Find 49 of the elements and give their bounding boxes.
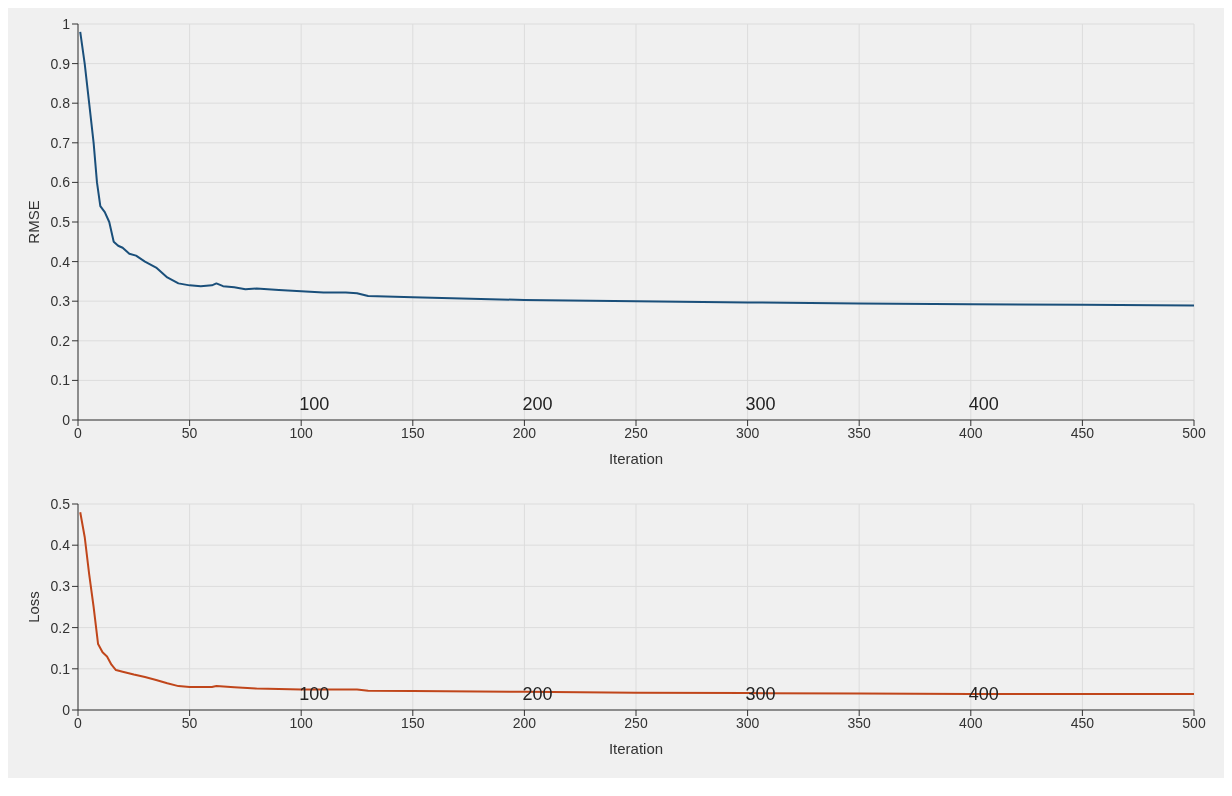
x-tick-label: 50 (181, 714, 198, 731)
y-tick-label: 0.1 (50, 372, 71, 389)
x-tick-label: 400 (959, 424, 983, 441)
y-tick-label: 0.7 (50, 134, 71, 151)
y-tick-label: 0.8 (50, 95, 71, 112)
y-tick-label: 0.5 (50, 495, 71, 512)
annotation: 100 (299, 394, 330, 415)
x-tick-label: 400 (959, 714, 983, 731)
x-tick-label: 450 (1070, 714, 1095, 731)
x-tick-label: 0 (74, 424, 83, 441)
y-axis-title: RMSE (25, 200, 43, 244)
x-tick-label: 350 (847, 424, 872, 441)
x-tick-label: 350 (847, 714, 872, 731)
x-tick-label: 500 (1182, 424, 1206, 441)
annotation: 300 (745, 394, 776, 415)
x-tick-label: 200 (512, 424, 537, 441)
x-tick-label: 100 (289, 714, 314, 731)
x-tick-label: 450 (1070, 424, 1095, 441)
line-series (79, 30, 1194, 307)
annotation: 400 (968, 394, 999, 415)
y-tick-label: 0 (62, 701, 71, 718)
x-tick-label: 250 (624, 714, 648, 731)
y-tick-label: 0.1 (50, 660, 71, 677)
y-tick-label: 0.3 (50, 578, 71, 595)
y-tick-label: 0.6 (50, 174, 71, 191)
y-tick-label: 0.4 (50, 253, 71, 270)
y-tick-label: 0.9 (50, 55, 71, 72)
y-tick-label: 0 (62, 411, 71, 428)
x-tick-label: 250 (624, 424, 648, 441)
annotation: 200 (522, 394, 553, 415)
x-tick-label: 150 (401, 424, 425, 441)
x-tick-label: 0 (74, 714, 83, 731)
x-tick-label: 200 (512, 714, 537, 731)
x-tick-label: 150 (401, 714, 425, 731)
y-tick-label: 1 (62, 15, 71, 32)
x-axis-title: Iteration (608, 740, 664, 757)
annotation: 100 (299, 684, 330, 705)
y-tick-label: 0.5 (50, 213, 71, 230)
x-tick-label: 100 (289, 424, 314, 441)
x-axis-title: Iteration (608, 450, 664, 467)
x-tick-label: 500 (1182, 714, 1206, 731)
y-tick-label: 0.4 (50, 537, 71, 554)
x-tick-label: 300 (735, 424, 760, 441)
y-tick-label: 0.2 (50, 332, 71, 349)
y-axis-title: Loss (25, 591, 43, 623)
y-tick-label: 0.3 (50, 293, 71, 310)
x-tick-label: 300 (735, 714, 760, 731)
y-tick-label: 0.2 (50, 619, 71, 636)
x-tick-label: 50 (181, 424, 198, 441)
